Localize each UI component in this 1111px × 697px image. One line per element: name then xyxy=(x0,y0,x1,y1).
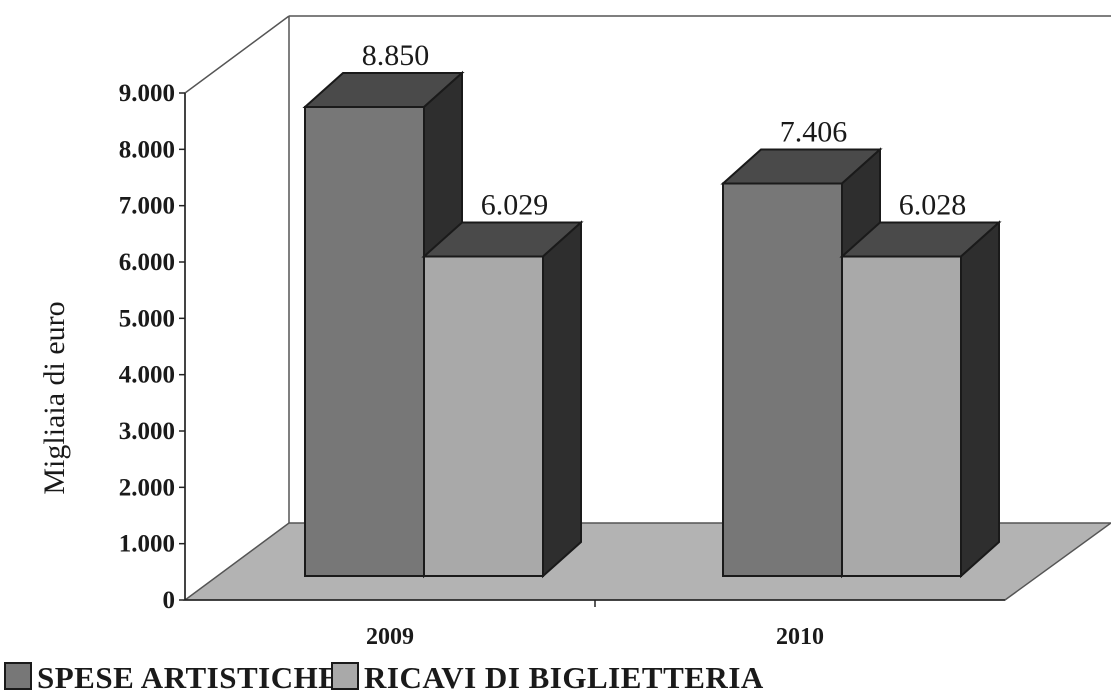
bar-front xyxy=(423,255,544,577)
y-tick-label: 8.000 xyxy=(119,136,175,163)
legend-swatch xyxy=(4,662,32,690)
y-tick-label: 2.000 xyxy=(119,474,175,501)
data-label: 6.029 xyxy=(481,188,549,221)
y-axis-title: Migliaia di euro xyxy=(38,301,71,494)
y-tick-label: 3.000 xyxy=(119,418,175,445)
bar-front xyxy=(722,182,843,577)
legend-label: SPESE ARTISTICHE xyxy=(37,660,339,695)
legend-item: SPESE ARTISTICHE xyxy=(4,660,339,695)
data-label: 8.850 xyxy=(362,39,430,72)
y-tick-label: 0 xyxy=(163,587,176,614)
x-tick-label: 2009 xyxy=(366,624,414,650)
category-axis: 2009 2010 xyxy=(185,599,1005,650)
legend-label: RICAVI DI BIGLIETTERIA xyxy=(364,660,764,695)
y-tick-label: 9.000 xyxy=(119,80,175,107)
data-labels: 8.850 6.029 7.406 6.028 xyxy=(362,39,967,222)
x-tick-label: 2010 xyxy=(776,624,824,650)
bar-side xyxy=(542,220,582,579)
bar-side xyxy=(960,220,1000,579)
y-tick-label: 5.000 xyxy=(119,305,175,332)
y-tick-label: 7.000 xyxy=(119,193,175,220)
bar-front xyxy=(841,255,962,577)
data-label: 7.406 xyxy=(780,115,848,148)
side-wall-edge xyxy=(184,15,290,600)
value-axis: 0 1.000 2.000 3.000 4.000 5.000 6.000 7.000 8.00… xyxy=(119,80,186,614)
bar-front xyxy=(304,105,425,577)
legend: SPESE ARTISTICHE RICAVI DI BIGLIETTERIA xyxy=(4,660,764,695)
y-tick-label: 6.000 xyxy=(119,249,175,276)
data-label: 6.028 xyxy=(899,189,967,222)
y-tick-label: 4.000 xyxy=(119,362,175,389)
bars xyxy=(302,70,1002,579)
legend-swatch xyxy=(331,662,359,690)
legend-item: RICAVI DI BIGLIETTERIA xyxy=(331,660,764,695)
y-tick-label: 1.000 xyxy=(119,531,175,558)
